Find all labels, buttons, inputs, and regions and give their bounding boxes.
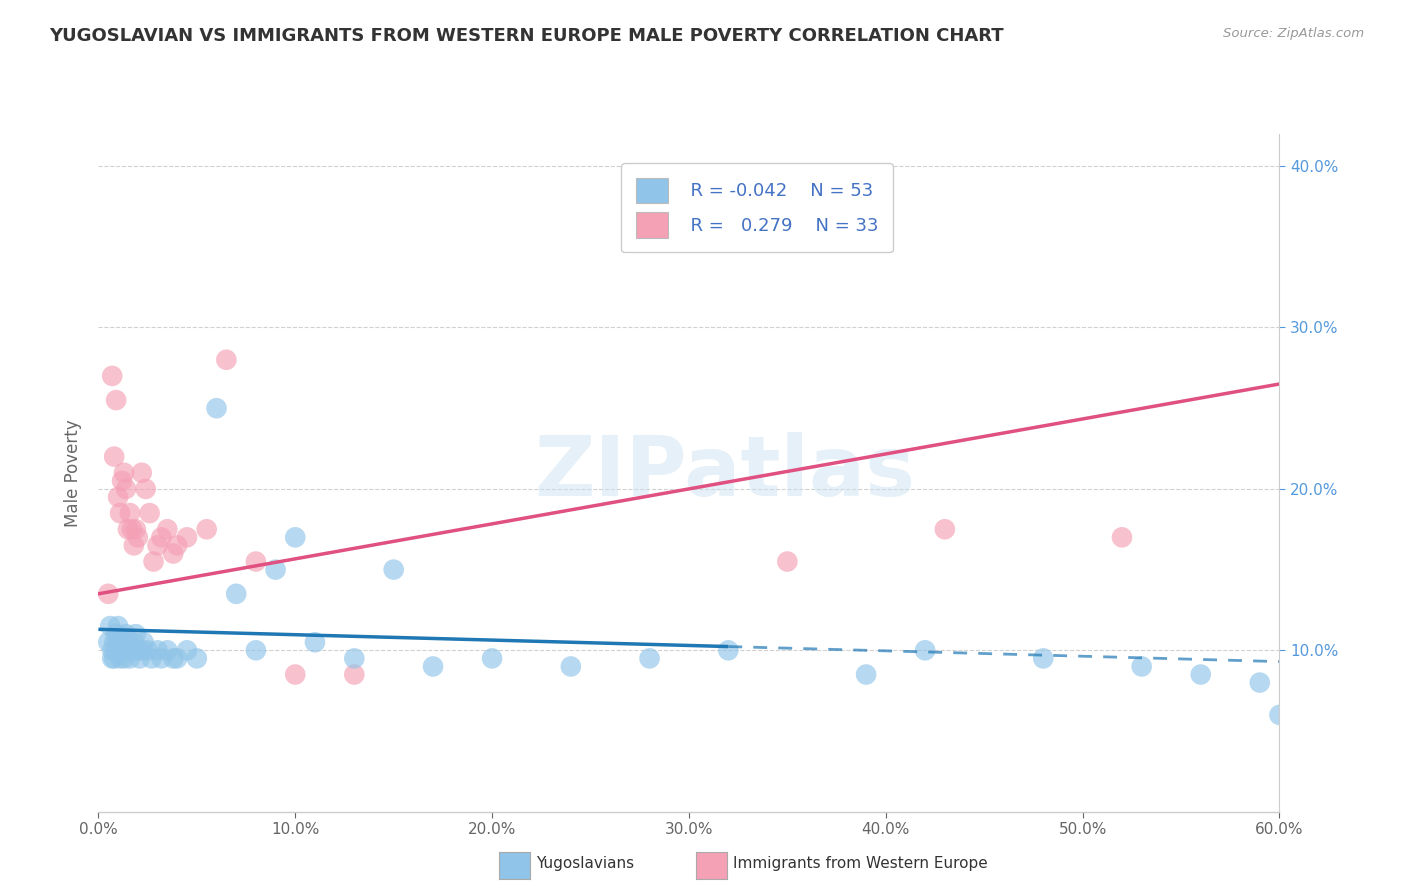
Point xyxy=(776,555,799,569)
Point xyxy=(98,619,121,633)
Point xyxy=(560,659,582,673)
Point xyxy=(128,651,150,665)
Point xyxy=(225,587,247,601)
Point xyxy=(122,635,145,649)
Point xyxy=(142,555,165,569)
Point xyxy=(107,619,129,633)
Point xyxy=(105,643,128,657)
Point xyxy=(245,555,267,569)
Y-axis label: Male Poverty: Male Poverty xyxy=(65,419,83,526)
Point xyxy=(138,506,160,520)
Point xyxy=(132,635,155,649)
Point xyxy=(146,538,169,552)
Point xyxy=(111,474,134,488)
Point xyxy=(1268,707,1291,722)
Point xyxy=(115,482,138,496)
Point xyxy=(717,643,740,657)
Point xyxy=(118,651,141,665)
Point xyxy=(215,352,238,367)
Text: Source: ZipAtlas.com: Source: ZipAtlas.com xyxy=(1223,27,1364,40)
Point xyxy=(127,530,149,544)
Point xyxy=(105,627,128,641)
Point xyxy=(156,643,179,657)
Point xyxy=(111,643,134,657)
Legend:   R = -0.042    N = 53,   R =   0.279    N = 33: R = -0.042 N = 53, R = 0.279 N = 33 xyxy=(621,163,893,252)
Point xyxy=(125,522,148,536)
Point xyxy=(103,450,125,464)
Point xyxy=(1130,659,1153,673)
Point xyxy=(205,401,228,416)
Point xyxy=(343,651,366,665)
Point xyxy=(125,627,148,641)
Point xyxy=(855,667,877,681)
Text: Yugoslavians: Yugoslavians xyxy=(536,856,634,871)
Point xyxy=(103,651,125,665)
Point xyxy=(162,651,184,665)
Point xyxy=(176,530,198,544)
Point xyxy=(166,538,188,552)
Point xyxy=(304,635,326,649)
Point xyxy=(131,466,153,480)
Point xyxy=(117,635,139,649)
Point xyxy=(107,490,129,504)
Text: YUGOSLAVIAN VS IMMIGRANTS FROM WESTERN EUROPE MALE POVERTY CORRELATION CHART: YUGOSLAVIAN VS IMMIGRANTS FROM WESTERN E… xyxy=(49,27,1004,45)
Point xyxy=(422,659,444,673)
Text: ZIPatlas: ZIPatlas xyxy=(534,433,915,513)
Point xyxy=(146,643,169,657)
Point xyxy=(343,667,366,681)
Point xyxy=(176,643,198,657)
Text: Immigrants from Western Europe: Immigrants from Western Europe xyxy=(733,856,987,871)
Point xyxy=(101,651,124,665)
Point xyxy=(136,643,159,657)
Point xyxy=(1189,667,1212,681)
Point xyxy=(112,466,135,480)
Point xyxy=(141,651,163,665)
Point xyxy=(131,643,153,657)
Point xyxy=(101,643,124,657)
Point xyxy=(382,563,405,577)
Point xyxy=(103,635,125,649)
Point xyxy=(186,651,208,665)
Point xyxy=(121,522,143,536)
Point xyxy=(117,522,139,536)
Point xyxy=(112,651,135,665)
Point xyxy=(166,651,188,665)
Point xyxy=(97,635,120,649)
Point xyxy=(150,530,173,544)
Point xyxy=(150,651,173,665)
Point xyxy=(156,522,179,536)
Point xyxy=(101,368,124,383)
Point xyxy=(127,643,149,657)
Point xyxy=(1032,651,1054,665)
Point xyxy=(105,393,128,408)
Point xyxy=(934,522,956,536)
Point xyxy=(108,506,131,520)
Point xyxy=(481,651,503,665)
Point xyxy=(108,651,131,665)
Point xyxy=(135,482,157,496)
Point xyxy=(107,635,129,649)
Point xyxy=(118,506,141,520)
Point xyxy=(108,635,131,649)
Point xyxy=(914,643,936,657)
Point xyxy=(121,643,143,657)
Point xyxy=(638,651,661,665)
Point xyxy=(97,587,120,601)
Point xyxy=(245,643,267,657)
Point xyxy=(122,538,145,552)
Point xyxy=(1111,530,1133,544)
Point xyxy=(284,530,307,544)
Point xyxy=(195,522,218,536)
Point xyxy=(115,627,138,641)
Point xyxy=(162,546,184,560)
Point xyxy=(264,563,287,577)
Point xyxy=(1249,675,1271,690)
Point xyxy=(284,667,307,681)
